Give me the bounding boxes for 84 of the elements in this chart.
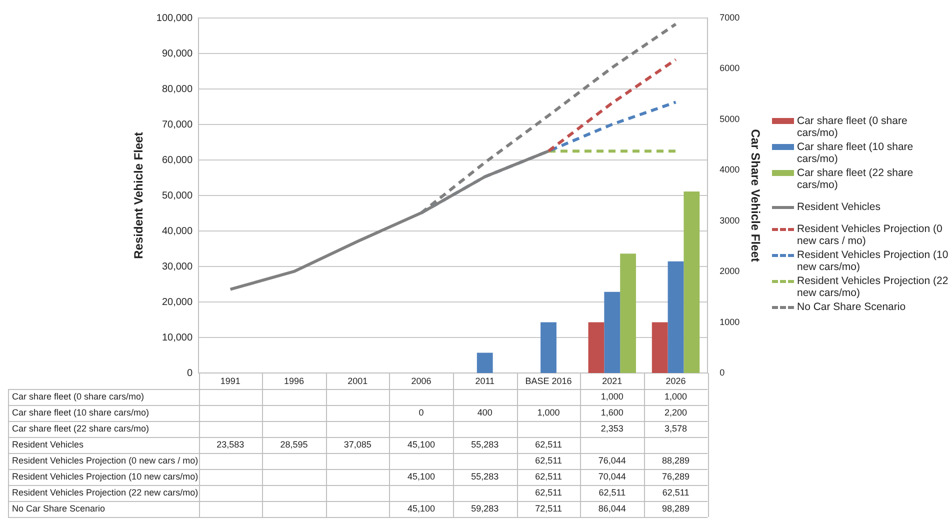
y-tick-label: 0 <box>186 368 193 379</box>
text: Resident Vehicles Projection (10 new cars/mo) <box>12 471 198 482</box>
y2-tick-label: 0 <box>720 367 725 378</box>
bar <box>476 352 493 373</box>
y-tick-label: 50,000 <box>162 190 193 202</box>
data-label: 98,289 <box>662 503 690 514</box>
data-label: 62,511 <box>535 487 562 498</box>
x-tick-label: 1996 <box>284 376 304 386</box>
text: Car share fleet (10 share cars/mo) <box>12 407 150 418</box>
y2-tick-label: 6000 <box>720 63 740 74</box>
data-label: 400 <box>477 407 492 418</box>
legend-label: Resident Vehicles Projection (10 new cars/mo) <box>797 249 950 273</box>
y2-tick-label: 7000 <box>720 12 740 22</box>
y-tick-label: 10,000 <box>162 332 193 344</box>
y2-tick-label: 3000 <box>720 215 740 226</box>
data-label: 55,283 <box>471 439 499 450</box>
data-label: 70,044 <box>598 471 626 482</box>
data-label: 37,085 <box>344 439 372 450</box>
x-tick-label: 2001 <box>348 376 368 386</box>
data-label: 62,511 <box>535 455 562 466</box>
text: Resident Vehicles Projection (22 new cars/mo) <box>12 487 198 498</box>
y-tick-label: 70,000 <box>162 119 193 130</box>
data-label: 1,000 <box>600 391 624 402</box>
legend-label: Resident Vehicles Projection (0 new cars / mo) <box>797 223 944 247</box>
legend-label: Resident Vehicles Projection (22 new cars/mo) <box>797 275 950 299</box>
data-label: 0 <box>418 407 424 418</box>
y-tick-label: 20,000 <box>162 296 193 308</box>
y-tick-label: 60,000 <box>162 154 193 166</box>
data-label: 72,511 <box>535 503 562 514</box>
data-label: 62,511 <box>598 487 626 498</box>
data-label: 59,283 <box>471 503 499 514</box>
data-label: 3,578 <box>664 423 688 434</box>
data-label: 2,353 <box>600 423 624 434</box>
data-label: 76,289 <box>662 471 690 482</box>
text: Car share fleet (22 share cars/mo) <box>12 423 150 434</box>
x-tick-label: 1991 <box>220 376 240 386</box>
data-label: 86,044 <box>598 503 626 514</box>
text: Resident Vehicles <box>12 439 84 450</box>
data-label: 45,100 <box>407 439 436 450</box>
legend-label: No Car Share Scenario <box>797 301 906 313</box>
y2-tick-label: 5000 <box>720 114 740 124</box>
y-tick-label: 40,000 <box>162 226 193 237</box>
legend-label: Car share fleet (10 share cars/mo) <box>797 141 914 165</box>
legend-label: Resident Vehicles <box>797 201 880 213</box>
y2-tick-label: 2000 <box>720 266 740 276</box>
bar <box>668 261 684 373</box>
data-label: 1,600 <box>600 407 624 418</box>
data-label: 62,511 <box>662 487 690 498</box>
x-tick-label: 2011 <box>475 376 495 386</box>
data-label: 62,511 <box>535 439 562 450</box>
legend-label: Car share fleet (22 share cars/mo) <box>797 167 914 191</box>
x-tick-label: 2026 <box>666 376 686 386</box>
bar <box>652 322 668 373</box>
data-label: 1,000 <box>537 407 560 418</box>
x-tick-label: BASE 2016 <box>525 376 572 386</box>
y-tick-label: 30,000 <box>162 261 193 272</box>
data-label: 2,200 <box>664 407 688 418</box>
data-label: 45,100 <box>407 503 436 514</box>
text: Car share fleet (0 share cars/mo) <box>12 391 144 402</box>
y2-axis-title: Car Share Vehicle Fleet <box>748 129 762 262</box>
x-tick-label: 2006 <box>411 376 432 386</box>
bar <box>620 254 636 373</box>
y-tick-label: 100,000 <box>156 12 193 24</box>
data-label: 76,044 <box>598 455 626 466</box>
text: No Car Share Scenario <box>12 503 106 514</box>
y2-tick-label: 4000 <box>720 164 740 175</box>
data-label: 23,583 <box>216 439 244 450</box>
x-tick-label: 2021 <box>602 376 622 386</box>
data-label: 45,100 <box>407 471 436 482</box>
data-label: 28,595 <box>280 439 308 450</box>
data-label: 1,000 <box>664 391 688 402</box>
y-axis-title: Resident Vehicle Fleet <box>132 132 146 259</box>
data-label: 88,289 <box>662 455 690 466</box>
bar <box>588 322 604 373</box>
text: Resident Vehicles Projection (0 new cars / mo) <box>12 455 198 466</box>
bar <box>540 322 556 373</box>
data-label: 55,283 <box>471 471 499 482</box>
y-tick-label: 80,000 <box>162 84 193 95</box>
y2-tick-label: 1000 <box>720 316 740 327</box>
bar <box>684 192 700 373</box>
data-label: 62,511 <box>535 471 562 482</box>
legend-label: Car share fleet (0 share cars/mo) <box>797 115 908 139</box>
y-tick-label: 90,000 <box>162 48 193 60</box>
bar <box>604 292 620 373</box>
